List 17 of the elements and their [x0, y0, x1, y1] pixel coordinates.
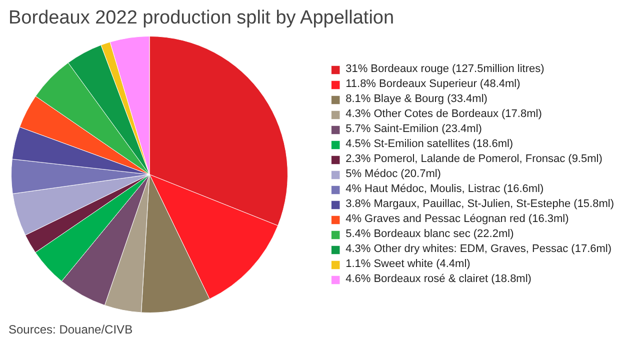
legend-label: 4% Haut Médoc, Moulis, Listrac (16.6ml): [346, 183, 544, 195]
legend-label: 5% Médoc (20.7ml): [346, 168, 441, 180]
legend-label: 5.7% Saint-Emilion (23.4ml): [346, 123, 482, 135]
legend-label: 4.3% Other dry whites: EDM, Graves, Pessac (17.6ml): [346, 243, 612, 255]
legend-label: 4% Graves and Pessac Léognan red (16.3ml): [346, 213, 569, 225]
legend-label: 5.4% Bordeaux blanc sec (22.2ml): [346, 228, 514, 240]
legend-label: 31% Bordeaux rouge (127.5million litres): [346, 63, 544, 75]
legend-label: 4.5% St-Emilion satellites (18.6ml): [346, 138, 514, 150]
legend-label: 4.3% Other Cotes de Bordeaux (17.8ml): [346, 108, 542, 120]
legend-label: 1.1% Sweet white (4.4ml): [346, 258, 470, 270]
legend-label: 4.6% Bordeaux rosé & clairet (18.8ml): [346, 273, 532, 285]
legend-label: 2.3% Pomerol, Lalande de Pomerol, Fronsac (9.5ml): [346, 153, 602, 165]
chart-title: Bordeaux 2022 production split by Appellation: [8, 8, 394, 28]
legend-label: 3.8% Margaux, Pauillac, St-Julien, St-Estephe (15.8ml): [346, 198, 614, 210]
legend-label: 11.8% Bordeaux Superieur (48.4ml): [346, 78, 520, 90]
source-note: Sources: Douane/CIVB: [8, 322, 133, 336]
legend-label: 8.1% Blaye & Bourg (33.4ml): [346, 93, 488, 105]
